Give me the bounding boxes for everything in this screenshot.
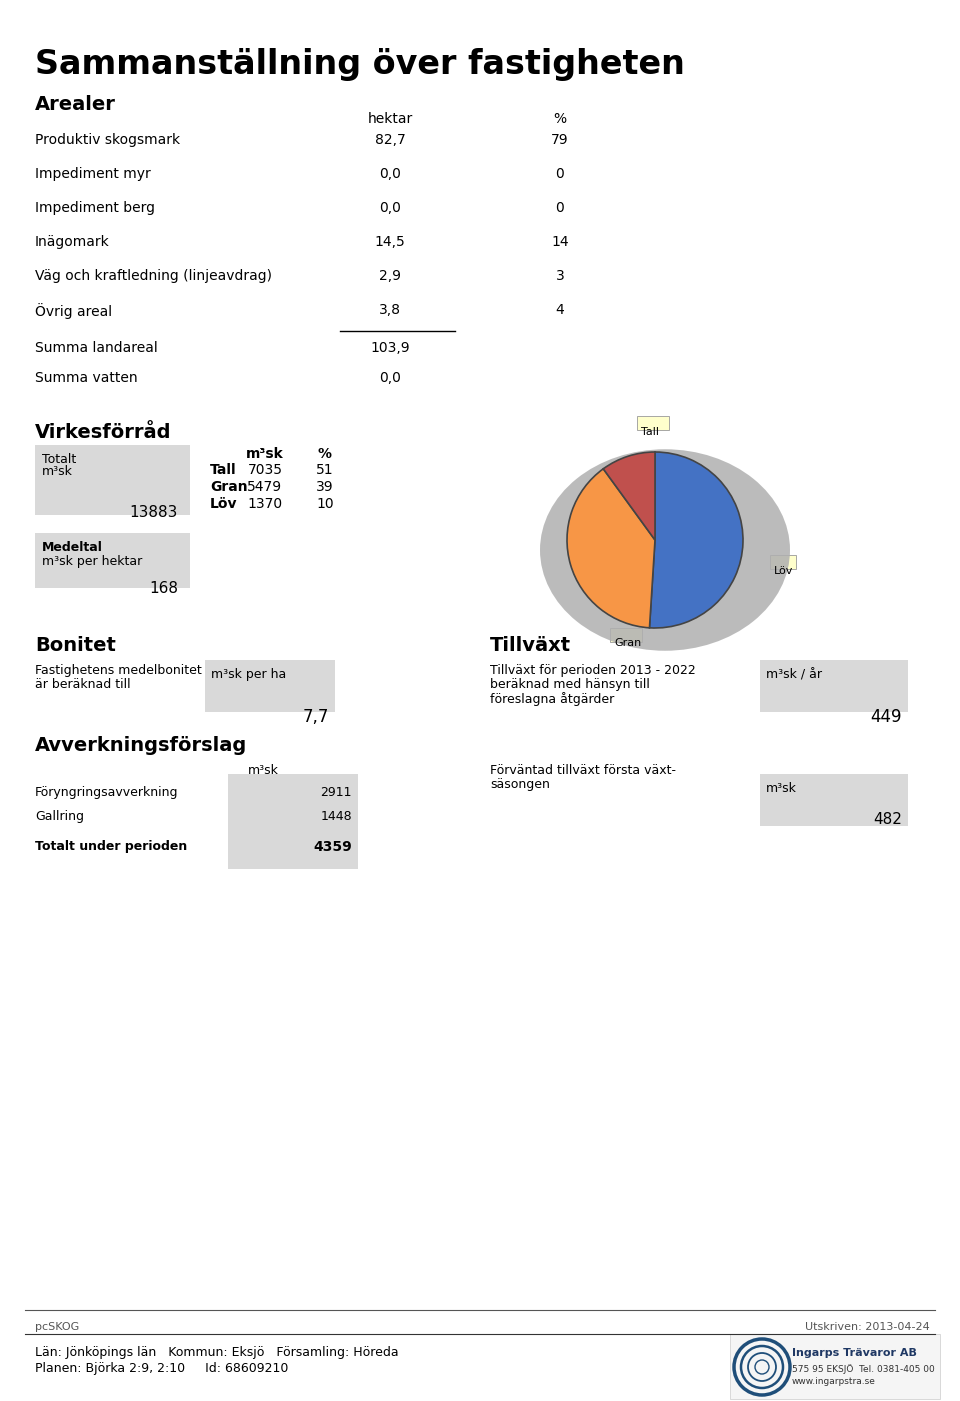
Text: 14: 14 [551,235,569,249]
Text: 79: 79 [551,133,569,147]
Text: 0,0: 0,0 [379,200,401,214]
FancyBboxPatch shape [760,773,908,827]
Wedge shape [603,453,655,539]
Text: m³sk / år: m³sk / år [766,668,822,681]
Text: 1370: 1370 [248,497,282,511]
Text: Totalt: Totalt [42,453,76,467]
Text: 449: 449 [871,708,902,726]
Text: m³sk: m³sk [248,764,278,778]
Text: 5479: 5479 [248,481,282,495]
Text: m³sk per ha: m³sk per ha [211,668,286,681]
Text: 168: 168 [149,581,178,595]
Text: Övrig areal: Övrig areal [35,303,112,319]
FancyBboxPatch shape [205,660,335,712]
Text: 7,7: 7,7 [302,708,329,726]
Text: Summa landareal: Summa landareal [35,340,157,354]
Ellipse shape [540,450,790,650]
Wedge shape [650,453,743,628]
Text: 2911: 2911 [321,786,352,799]
Text: Gran: Gran [614,639,641,649]
Text: m³sk: m³sk [42,465,73,478]
FancyBboxPatch shape [760,660,908,712]
Text: Län: Jönköpings län   Kommun: Eksjö   Församling: Höreda: Län: Jönköpings län Kommun: Eksjö Försam… [35,1346,398,1359]
Text: Tillväxt: Tillväxt [490,636,571,656]
Text: %: % [553,112,566,126]
Text: 39: 39 [316,481,334,495]
Text: säsongen: säsongen [490,778,550,792]
Text: 82,7: 82,7 [374,133,405,147]
Text: Väg och kraftledning (linjeavdrag): Väg och kraftledning (linjeavdrag) [35,269,272,283]
Text: Impediment berg: Impediment berg [35,200,155,214]
Text: Impediment myr: Impediment myr [35,167,151,181]
FancyBboxPatch shape [35,446,190,516]
Text: 2,9: 2,9 [379,269,401,283]
Text: Utskriven: 2013-04-24: Utskriven: 2013-04-24 [805,1323,930,1332]
Text: Gallring: Gallring [35,810,84,822]
Text: 482: 482 [874,813,902,827]
Text: Summa vatten: Summa vatten [35,371,137,385]
Text: m³sk per hektar: m³sk per hektar [42,555,142,567]
Text: 7035: 7035 [248,462,282,476]
Text: Totalt under perioden: Totalt under perioden [35,841,187,853]
Text: 3: 3 [556,269,564,283]
Text: Föryngringsavverkning: Föryngringsavverkning [35,786,179,799]
Text: Medeltal: Medeltal [42,541,103,553]
Text: 575 95 EKSJÖ  Tel. 0381-405 00: 575 95 EKSJÖ Tel. 0381-405 00 [792,1365,935,1374]
Text: Avverkningsförslag: Avverkningsförslag [35,736,248,755]
Text: Förväntad tillväxt första växt-: Förväntad tillväxt första växt- [490,764,676,778]
Text: Löv: Löv [210,497,237,511]
FancyBboxPatch shape [610,628,642,642]
Text: är beräknad till: är beräknad till [35,678,131,691]
Text: Bonitet: Bonitet [35,636,116,656]
Text: Planen: Björka 2:9, 2:10     Id: 68609210: Planen: Björka 2:9, 2:10 Id: 68609210 [35,1362,288,1374]
Text: 1448: 1448 [321,810,352,822]
Text: m³sk: m³sk [246,447,284,461]
Text: 103,9: 103,9 [371,340,410,354]
Wedge shape [567,469,655,628]
Text: hektar: hektar [368,112,413,126]
Text: 0,0: 0,0 [379,167,401,181]
Text: 0: 0 [556,167,564,181]
Text: Produktiv skogsmark: Produktiv skogsmark [35,133,180,147]
Text: Tall: Tall [641,427,659,437]
Text: 14,5: 14,5 [374,235,405,249]
FancyBboxPatch shape [228,773,358,869]
Text: beräknad med hänsyn till: beräknad med hänsyn till [490,678,650,691]
Text: %: % [318,447,332,461]
Text: www.ingarpstra.se: www.ingarpstra.se [792,1377,876,1386]
FancyBboxPatch shape [35,532,190,588]
Text: 3,8: 3,8 [379,303,401,317]
FancyBboxPatch shape [770,555,796,569]
Text: Sammanställning över fastigheten: Sammanställning över fastigheten [35,48,684,81]
Text: Virkesförråd: Virkesförråd [35,423,172,441]
Text: 10: 10 [316,497,334,511]
Text: föreslagna åtgärder: föreslagna åtgärder [490,692,614,706]
Text: 4: 4 [556,303,564,317]
Text: 0: 0 [556,200,564,214]
Text: Fastighetens medelbonitet: Fastighetens medelbonitet [35,664,202,677]
Text: m³sk: m³sk [766,782,797,794]
Text: pcSKOG: pcSKOG [35,1323,80,1332]
Text: Tillväxt för perioden 2013 - 2022: Tillväxt för perioden 2013 - 2022 [490,664,696,677]
Text: Gran: Gran [210,481,248,495]
Text: Löv: Löv [774,566,793,576]
FancyBboxPatch shape [637,416,669,430]
Text: 0,0: 0,0 [379,371,401,385]
Text: Ingarps Trävaror AB: Ingarps Trävaror AB [792,1348,917,1358]
Text: Arealer: Arealer [35,95,116,113]
Text: 4359: 4359 [313,841,352,855]
Text: 13883: 13883 [130,504,178,520]
Text: Inägomark: Inägomark [35,235,109,249]
Text: Tall: Tall [210,462,236,476]
Text: 51: 51 [316,462,334,476]
FancyBboxPatch shape [730,1334,940,1400]
